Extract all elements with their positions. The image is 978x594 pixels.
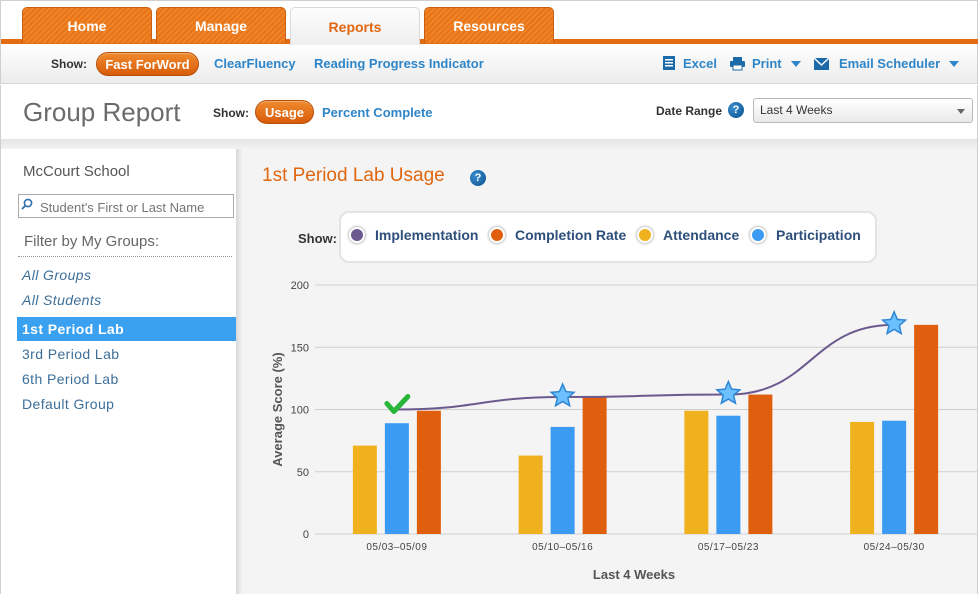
tab-resources[interactable]: Resources bbox=[424, 7, 554, 43]
product-fast-forword-button[interactable]: Fast ForWord bbox=[96, 52, 199, 76]
legend-item-participation[interactable]: Participation bbox=[750, 227, 861, 243]
x-tick-label: 05/03–05/09 bbox=[366, 542, 427, 553]
x-tick-label: 05/17–05/23 bbox=[698, 542, 759, 553]
y-tick-label: 200 bbox=[291, 280, 309, 292]
date-range-help-icon[interactable]: ? bbox=[728, 102, 744, 118]
y-tick-label: 150 bbox=[291, 342, 309, 354]
legend-label-implementation: Implementation bbox=[375, 227, 479, 243]
school-name: McCourt School bbox=[23, 163, 130, 180]
legend-show-label: Show: bbox=[298, 231, 337, 246]
section-divider bbox=[0, 139, 978, 149]
print-label: Print bbox=[752, 56, 782, 71]
tab-reports[interactable]: Reports bbox=[290, 7, 420, 45]
legend-dot-attendance bbox=[637, 227, 653, 243]
email-dropdown-icon bbox=[949, 60, 960, 67]
star-icon[interactable] bbox=[549, 382, 576, 408]
y-tick-label: 100 bbox=[291, 405, 309, 417]
bar-participation[interactable] bbox=[882, 420, 907, 534]
legend-label-participation: Participation bbox=[776, 227, 861, 243]
group-item-1st-period-lab[interactable]: 1st Period Lab bbox=[17, 317, 239, 341]
checkmark-icon[interactable] bbox=[384, 394, 411, 414]
legend-item-completion-rate[interactable]: Completion Rate bbox=[489, 227, 626, 243]
bar-attendance[interactable] bbox=[518, 455, 543, 534]
bar-completion-rate[interactable] bbox=[748, 394, 773, 534]
tab-manage[interactable]: Manage bbox=[156, 7, 286, 43]
y-tick-label: 50 bbox=[297, 467, 309, 479]
chart-legend: Show: Implementation Completion Rate Att… bbox=[298, 211, 877, 263]
excel-button[interactable]: Excel bbox=[661, 55, 717, 71]
product-rpi-link[interactable]: Reading Progress Indicator bbox=[314, 56, 484, 71]
legend-dot-implementation bbox=[349, 227, 365, 243]
product-bar: Show: Fast ForWord ClearFluency Reading … bbox=[0, 44, 978, 84]
sidebar-shadow bbox=[236, 149, 242, 594]
group-item-all-groups[interactable]: All Groups bbox=[22, 267, 92, 283]
bar-participation[interactable] bbox=[384, 423, 409, 534]
filter-divider bbox=[18, 256, 232, 257]
excel-icon bbox=[663, 56, 675, 70]
printer-icon bbox=[730, 57, 745, 71]
usage-bar-chart: 0 50 100 150 200 Average Score (%) 05/03–05/09… bbox=[270, 280, 978, 582]
group-item-all-students[interactable]: All Students bbox=[22, 292, 102, 308]
legend-item-attendance[interactable]: Attendance bbox=[637, 227, 739, 243]
print-dropdown-icon bbox=[790, 60, 801, 67]
y-tick-label: 0 bbox=[303, 529, 309, 541]
date-range-label: Date Range bbox=[656, 104, 723, 118]
chevron-down-icon bbox=[957, 109, 965, 114]
bar-completion-rate[interactable] bbox=[914, 324, 939, 534]
bar-attendance[interactable] bbox=[352, 445, 377, 534]
product-clearfluency-link[interactable]: ClearFluency bbox=[214, 56, 296, 71]
chart-help-icon[interactable]: ? bbox=[470, 170, 486, 186]
chart-title: 1st Period Lab Usage bbox=[262, 165, 445, 186]
legend-dot-completion-rate bbox=[489, 227, 505, 243]
bar-completion-rate[interactable] bbox=[416, 410, 441, 534]
bar-attendance[interactable] bbox=[850, 421, 875, 534]
main-tabs: Home Manage Reports Resources bbox=[22, 7, 554, 45]
top-navigation: Home Manage Reports Resources bbox=[0, 0, 978, 45]
date-range-select[interactable]: Last 4 Weeks bbox=[753, 98, 973, 123]
bar-participation[interactable] bbox=[550, 426, 575, 534]
report-header: Group Report Show: Usage Percent Complet… bbox=[0, 85, 978, 139]
print-button[interactable]: Print bbox=[729, 56, 801, 71]
group-item-6th-period-lab[interactable]: 6th Period Lab bbox=[22, 371, 119, 387]
tab-home[interactable]: Home bbox=[22, 7, 152, 43]
group-item-3rd-period-lab[interactable]: 3rd Period Lab bbox=[22, 346, 120, 362]
x-tick-label: 05/24–05/30 bbox=[864, 542, 925, 553]
email-scheduler-label: Email Scheduler bbox=[839, 56, 941, 71]
legend-label-completion-rate: Completion Rate bbox=[515, 227, 627, 243]
excel-label: Excel bbox=[683, 55, 717, 71]
product-show-label: Show: bbox=[51, 57, 87, 71]
legend-dot-participation bbox=[750, 227, 766, 243]
star-icon[interactable] bbox=[880, 309, 908, 336]
bar-completion-rate[interactable] bbox=[582, 397, 607, 534]
date-range-value: Last 4 Weeks bbox=[760, 103, 833, 117]
student-search-input[interactable] bbox=[18, 194, 234, 218]
email-scheduler-button[interactable]: Email Scheduler bbox=[813, 56, 960, 71]
filter-groups-label: Filter by My Groups: bbox=[24, 233, 160, 250]
sidebar: McCourt School Filter by My Groups: All … bbox=[0, 149, 239, 594]
legend-item-implementation[interactable]: Implementation bbox=[349, 227, 478, 243]
search-icon bbox=[21, 198, 33, 210]
page-title: Group Report bbox=[23, 97, 181, 127]
x-axis-label: Last 4 Weeks bbox=[593, 567, 675, 582]
chart-panel: 1st Period Lab Usage ? Show: Implementat… bbox=[242, 149, 978, 594]
x-tick-label: 05/10–05/16 bbox=[532, 542, 593, 553]
envelope-icon bbox=[813, 56, 830, 70]
bar-attendance[interactable] bbox=[684, 410, 709, 534]
bar-participation[interactable] bbox=[716, 415, 741, 534]
implementation-line bbox=[396, 323, 895, 411]
star-icon[interactable] bbox=[715, 379, 742, 405]
group-item-default-group[interactable]: Default Group bbox=[22, 396, 115, 412]
legend-label-attendance: Attendance bbox=[663, 227, 740, 243]
view-percent-complete-link[interactable]: Percent Complete bbox=[322, 105, 433, 120]
view-usage-button[interactable]: Usage bbox=[255, 100, 314, 124]
y-axis-label: Average Score (%) bbox=[270, 352, 285, 466]
view-show-label: Show: bbox=[213, 106, 249, 120]
